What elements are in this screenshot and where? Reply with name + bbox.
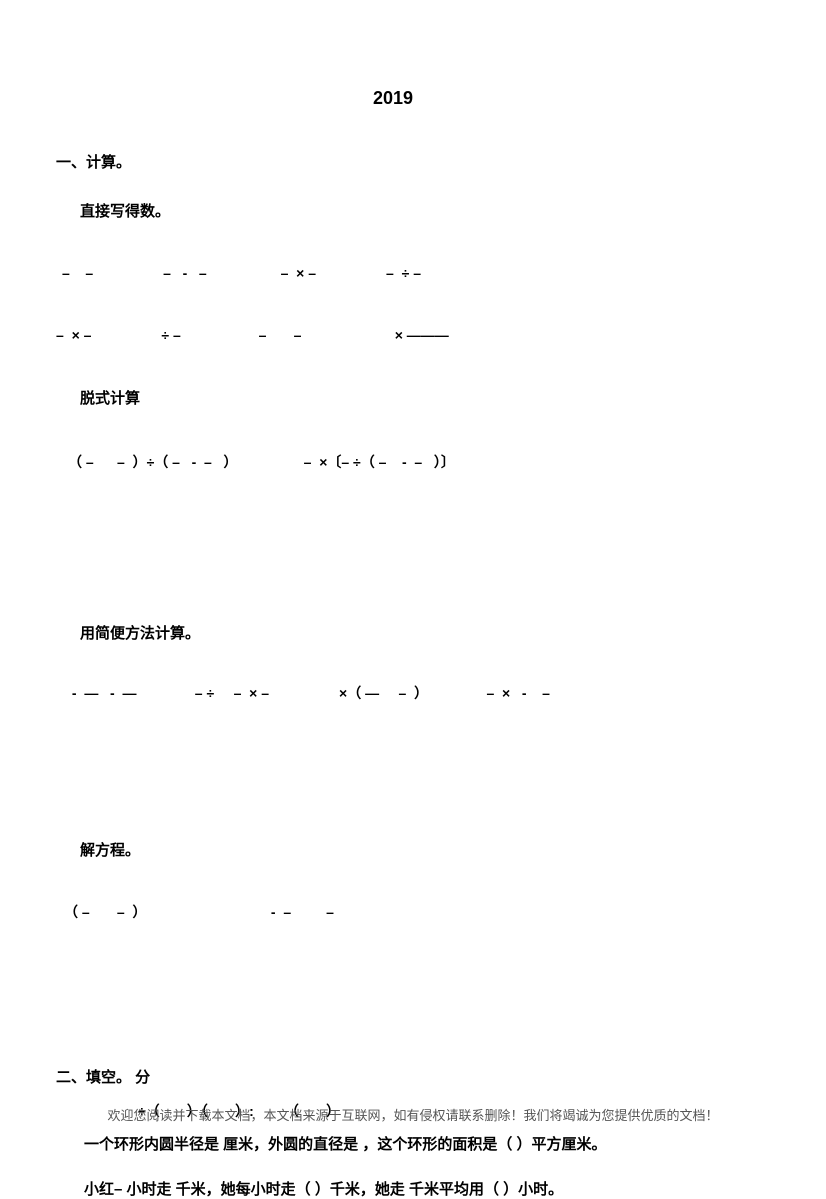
- step-calc-row: （ – – ）÷（ – - – ） – ×〔– ÷（ – - – ）〕: [68, 452, 770, 472]
- section-one-header: 一、计算。: [56, 151, 770, 172]
- title-year: 2019: [16, 88, 770, 109]
- fill-blank-row-3: 小红– 小时走 千米，她每小时走（ ）千米，她走 千米平均用（ ）小时。: [84, 1178, 770, 1199]
- page-content: 2019 一、计算。 直接写得数。 – – – - – – × – – ÷ – …: [0, 0, 826, 1199]
- calc-row-2: – × – ÷ – – – × ———: [56, 327, 770, 343]
- section-two-header: 二、填空。 分: [56, 1066, 770, 1087]
- step-calc-header: 脱式计算: [80, 387, 770, 408]
- fill-blank-row-2: 一个环形内圆半径是 厘米，外圆的直径是 ，这个环形的面积是（ ）平方厘米。: [84, 1133, 770, 1154]
- equation-header: 解方程。: [80, 839, 770, 860]
- simple-method-header: 用简便方法计算。: [80, 622, 770, 643]
- page-footer: 欢迎您阅读并下载本文档，本文档来源于互联网，如有侵权请联系删除！我们将竭诚为您提…: [0, 1105, 826, 1124]
- direct-write-header: 直接写得数。: [80, 200, 770, 221]
- equation-row: （ – – ） - – –: [64, 902, 770, 922]
- calc-row-1: – – – - – – × – – ÷ –: [62, 265, 770, 281]
- simple-method-row: - — - — – ÷ – × – ×（ — – ） – × - –: [68, 683, 770, 703]
